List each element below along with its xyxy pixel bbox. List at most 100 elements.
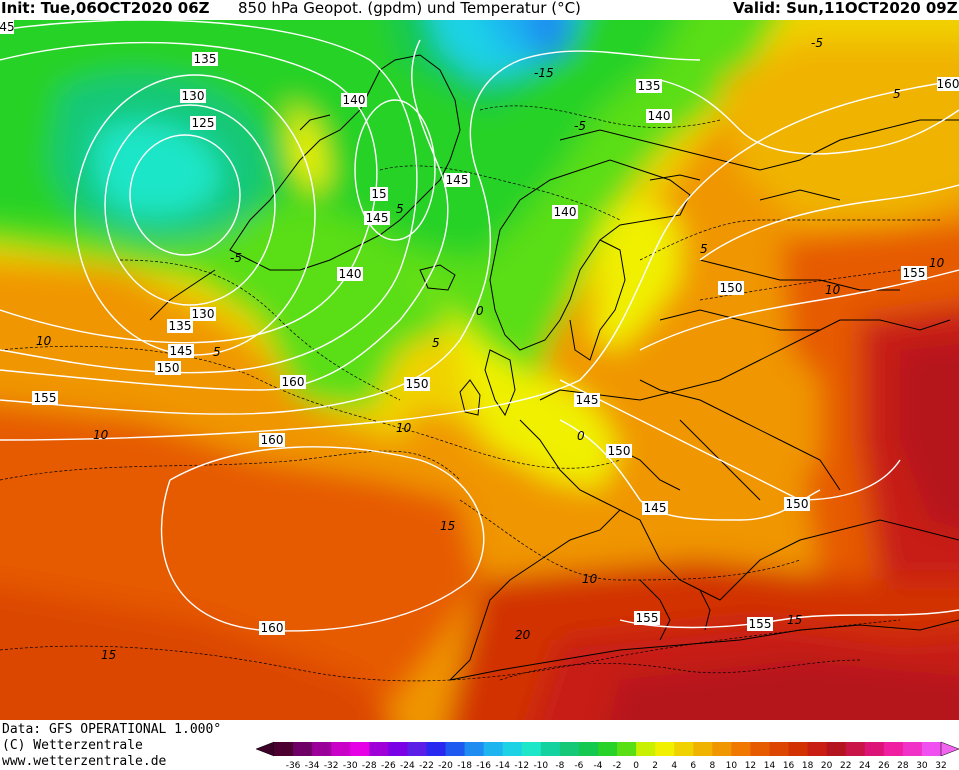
geo-label: 150 [606, 444, 632, 458]
geo-label: 15 [370, 187, 388, 201]
svg-text:130: 130 [182, 89, 205, 103]
colorbar-tick-label: 24 [859, 761, 871, 770]
geopotential-labels: 45 135 130 125 140 15 145 135 140 145 14… [0, 20, 959, 635]
colorbar-swatch [464, 742, 485, 756]
svg-text:15: 15 [371, 187, 386, 201]
colorbar-swatch [750, 742, 770, 756]
colorbar-tick-label: 2 [652, 761, 658, 770]
svg-text:150: 150 [608, 444, 631, 458]
geo-label: 160 [937, 77, 959, 91]
svg-text:155: 155 [749, 617, 772, 631]
colorbar-swatch [807, 742, 828, 756]
colorbar-swatch [426, 742, 447, 756]
svg-text:145: 145 [170, 344, 193, 358]
svg-text:135: 135 [169, 319, 192, 333]
svg-text:150: 150 [406, 377, 429, 391]
valid-time: Valid: Sun,11OCT2020 09Z [733, 0, 958, 17]
temperature-labels: -15 -5 -5 5 5 5 -5 0 5 10 10 10 10 10 5 … [36, 36, 945, 662]
colorbar-swatch [559, 742, 580, 756]
colorbar-swatch [502, 742, 523, 756]
geo-label: 155 [747, 617, 773, 631]
geo-label: 145 [364, 211, 390, 225]
colorbar-tick-label: 14 [764, 761, 776, 770]
colorbar-tick-label: -16 [476, 761, 491, 770]
geo-label: 150 [404, 377, 430, 391]
colorbar-tick-label: -36 [286, 761, 301, 770]
colorbar-swatch [883, 742, 904, 756]
colorbar-tick-label: -6 [574, 761, 583, 770]
colorbar-tick-label: 10 [726, 761, 738, 770]
colorbar-swatch [788, 742, 809, 756]
temp-label: 10 [825, 283, 841, 297]
temp-label: 5 [893, 87, 901, 101]
temp-label: -5 [811, 36, 823, 50]
geo-label: 130 [190, 307, 216, 321]
colorbar-tick-label: 8 [709, 761, 715, 770]
geo-label: 140 [337, 267, 363, 281]
svg-text:140: 140 [648, 109, 671, 123]
colorbar-swatch [350, 742, 370, 756]
temp-label: 10 [929, 256, 945, 270]
colorbar-tick-label: 20 [821, 761, 833, 770]
colorbar-under-arrow [256, 741, 275, 757]
svg-text:160: 160 [282, 375, 305, 389]
svg-text:145: 145 [644, 501, 667, 515]
temp-label: 0 [476, 304, 484, 318]
svg-text:140: 140 [343, 93, 366, 107]
colorbar-tick-label: -20 [438, 761, 453, 770]
colorbar-swatch [712, 742, 732, 756]
colorbar-swatch [902, 742, 923, 756]
colorbar-swatch [617, 742, 637, 756]
geo-label: 150 [784, 497, 810, 511]
colorbar-swatch [483, 742, 504, 756]
colorbar-swatch [331, 742, 351, 756]
copyright-label: (C) Wetterzentrale [2, 738, 143, 753]
init-time: Init: Tue,06OCT2020 06Z [1, 0, 210, 17]
svg-text:155: 155 [636, 611, 659, 625]
colorbar-swatch [521, 742, 542, 756]
geo-label: 140 [552, 205, 578, 219]
header-bar: Init: Tue,06OCT2020 06Z 850 hPa Geopot. … [0, 0, 959, 20]
colorbar-tick-label: 26 [878, 761, 890, 770]
colorbar-swatch [674, 742, 694, 756]
svg-text:160: 160 [261, 433, 284, 447]
geo-label: 150 [718, 281, 744, 295]
temp-label: 5 [432, 336, 440, 350]
temp-label: 10 [93, 428, 109, 442]
svg-text:150: 150 [720, 281, 743, 295]
temp-label: 5 [396, 202, 404, 216]
map-panel: 45 135 130 125 140 15 145 135 140 145 14… [0, 20, 959, 720]
colorbar-swatch [597, 742, 618, 756]
svg-text:140: 140 [339, 267, 362, 281]
colorbar-tick-label: -28 [362, 761, 377, 770]
svg-text:150: 150 [786, 497, 809, 511]
temp-label: 15 [101, 648, 116, 662]
colorbar-tick-label: -26 [381, 761, 396, 770]
colorbar-tick-label: -32 [324, 761, 339, 770]
weather-map: 45 135 130 125 140 15 145 135 140 145 14… [0, 20, 959, 720]
svg-text:160: 160 [937, 77, 959, 91]
website-link[interactable]: www.wetterzentrale.de [2, 754, 167, 769]
geo-label: 130 [180, 89, 206, 103]
temp-label: 15 [440, 519, 455, 533]
colorbar-over-arrow [940, 741, 959, 757]
geo-label: 145 [642, 501, 668, 515]
colorbar-tick-label: 16 [783, 761, 795, 770]
svg-text:135: 135 [194, 52, 217, 66]
colorbar-tick-label: 6 [690, 761, 696, 770]
svg-text:130: 130 [192, 307, 215, 321]
geo-label: 45 [0, 20, 15, 34]
colorbar-tick-label: -12 [514, 761, 529, 770]
colorbar-swatch [845, 742, 866, 756]
map-title: 850 hPa Geopot. (gpdm) und Temperatur (°… [238, 0, 581, 17]
temp-label: 5 [213, 345, 221, 359]
colorbar-swatch [445, 742, 466, 756]
colorbar-tick-label: -4 [593, 761, 602, 770]
colorbar-tick-label: -24 [400, 761, 415, 770]
colorbar-swatch [369, 742, 389, 756]
colorbar-swatch [407, 742, 427, 756]
colorbar-swatch [731, 742, 751, 756]
colorbar-tick-label: 28 [897, 761, 909, 770]
colorbar-swatch [274, 742, 294, 756]
geo-label: 145 [574, 393, 600, 407]
